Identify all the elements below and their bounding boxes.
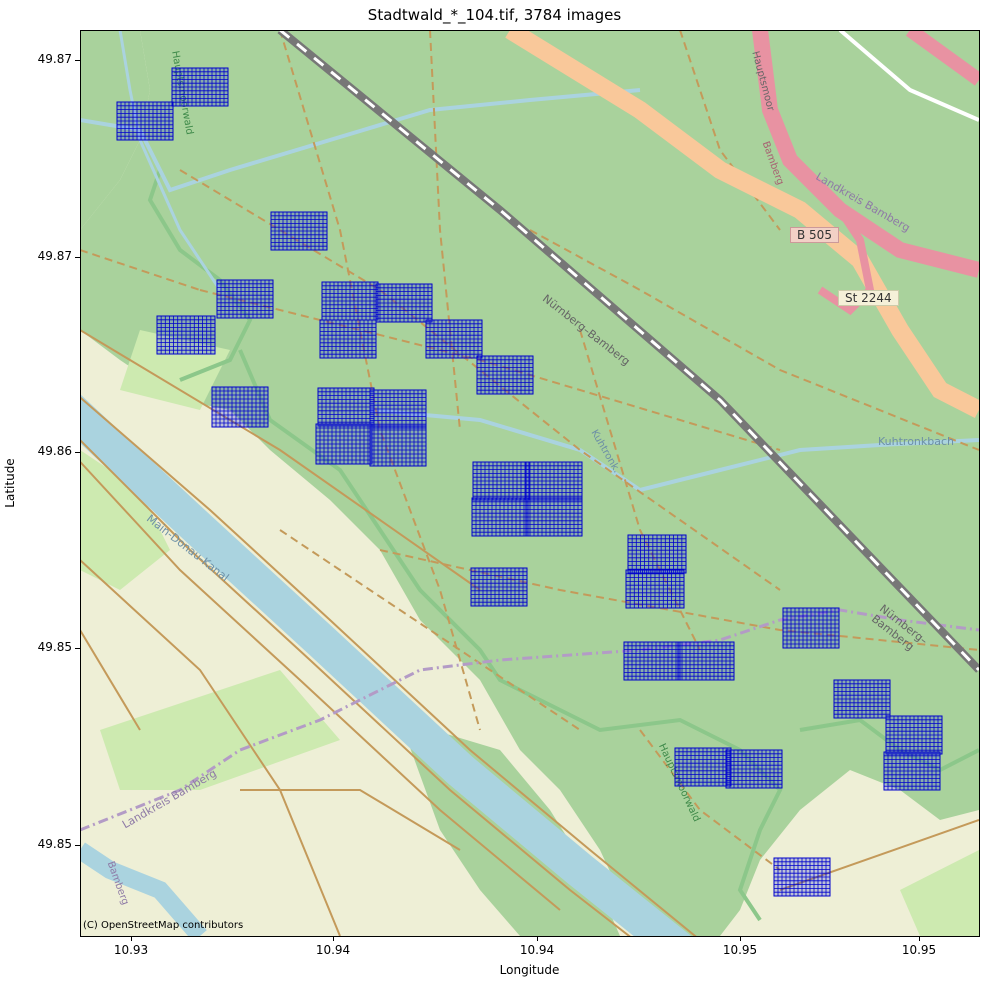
farm-tracks bbox=[80, 329, 979, 936]
y-tick bbox=[75, 648, 80, 649]
image-footprint-block bbox=[321, 281, 379, 321]
image-footprint-block bbox=[211, 386, 269, 428]
image-footprint-block bbox=[315, 423, 373, 465]
image-footprint-block bbox=[725, 749, 783, 789]
image-footprints bbox=[116, 67, 943, 897]
motorway-north bbox=[905, 30, 979, 86]
image-footprint-block bbox=[472, 461, 530, 501]
y-tick bbox=[75, 60, 80, 61]
image-footprint-block bbox=[270, 211, 328, 251]
image-footprint-block bbox=[883, 751, 941, 791]
x-tick bbox=[919, 936, 920, 941]
x-tick-label: 10.94 bbox=[315, 943, 351, 957]
x-tick bbox=[740, 936, 741, 941]
x-tick bbox=[333, 936, 334, 941]
image-footprint-block bbox=[627, 534, 687, 574]
main-donau-kanal bbox=[80, 394, 692, 936]
image-footprint-block bbox=[171, 67, 229, 107]
meadow-patch-3 bbox=[900, 850, 979, 936]
image-footprint-block bbox=[885, 715, 943, 755]
image-footprint-block bbox=[471, 497, 529, 537]
district-boundary bbox=[80, 608, 979, 832]
y-axis-label: Latitude bbox=[3, 458, 17, 508]
x-tick-label: 10.94 bbox=[519, 943, 555, 957]
image-footprint-block bbox=[116, 101, 174, 141]
y-tick-label: 49.85 bbox=[37, 640, 72, 654]
image-footprint-block bbox=[369, 425, 427, 467]
map-attribution: (C) OpenStreetMap contributors bbox=[83, 920, 244, 931]
secondary-road bbox=[838, 30, 979, 122]
map-label-kuhtronkbach: Kuhtronkbach bbox=[878, 435, 955, 448]
image-footprint-block bbox=[319, 319, 377, 359]
image-footprint-block bbox=[470, 567, 528, 607]
image-footprint-block bbox=[674, 747, 732, 787]
image-footprint-block bbox=[773, 857, 831, 897]
image-footprint-block bbox=[623, 641, 681, 681]
image-footprint-block bbox=[677, 641, 735, 681]
x-tick-label: 10.95 bbox=[722, 943, 758, 957]
y-tick-label: 49.87 bbox=[37, 52, 72, 66]
y-tick-label: 49.87 bbox=[37, 249, 72, 263]
x-axis-label: Longitude bbox=[499, 963, 560, 977]
image-footprint-block bbox=[216, 279, 274, 319]
image-footprint-block bbox=[425, 319, 483, 359]
image-footprint-block bbox=[525, 461, 583, 501]
image-footprint-block bbox=[525, 497, 583, 537]
image-footprint-block bbox=[369, 389, 427, 429]
image-footprint-block bbox=[833, 679, 891, 719]
canal-bank-2 bbox=[80, 396, 697, 936]
y-tick bbox=[75, 452, 80, 453]
y-tick bbox=[75, 257, 80, 258]
map-label-b505: B 505 bbox=[790, 227, 839, 243]
image-footprint-block bbox=[476, 355, 534, 395]
kuhtronkbach-stream bbox=[369, 408, 979, 493]
x-tick-label: 10.93 bbox=[113, 943, 149, 957]
motorway bbox=[752, 30, 979, 278]
canal-bank-3 bbox=[80, 460, 561, 911]
image-footprint-block bbox=[782, 607, 840, 649]
y-tick bbox=[75, 845, 80, 846]
map-plot-area[interactable]: Main-Donau-Kanal Nürnberg–Bamberg Nürnbe… bbox=[80, 30, 979, 936]
y-tick-label: 49.85 bbox=[37, 837, 72, 851]
image-footprint-block bbox=[625, 569, 685, 609]
forest-paths bbox=[80, 30, 979, 871]
plot-title: Stadtwald_*_104.tif, 3784 images bbox=[367, 6, 622, 24]
x-tick-label: 10.95 bbox=[901, 943, 937, 957]
forest-west-top bbox=[80, 30, 150, 230]
canal-bank-1 bbox=[80, 438, 631, 936]
railway-dashes bbox=[279, 30, 979, 672]
map-label-st2244: St 2244 bbox=[838, 290, 899, 306]
x-tick bbox=[131, 936, 132, 941]
image-footprint-block bbox=[317, 387, 375, 427]
y-tick-label: 49.86 bbox=[37, 444, 72, 458]
regnitz-river bbox=[80, 842, 207, 936]
meadow-patch-2 bbox=[100, 670, 340, 790]
x-tick bbox=[537, 936, 538, 941]
image-footprint-block bbox=[375, 283, 433, 323]
image-footprint-block bbox=[156, 315, 216, 355]
